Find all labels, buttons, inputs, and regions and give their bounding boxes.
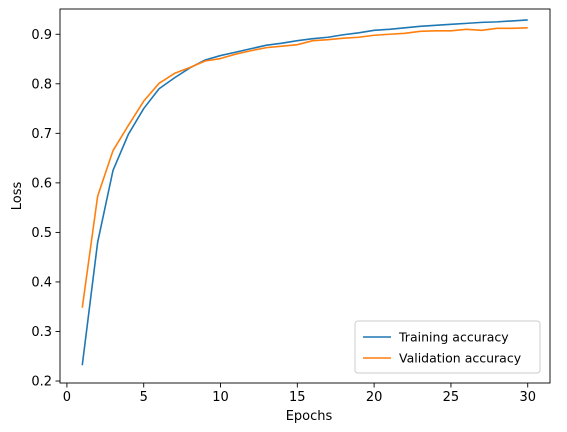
x-tick-label: 15 xyxy=(289,390,306,405)
series-line-training-accuracy xyxy=(81,19,528,366)
legend-box xyxy=(354,320,541,374)
y-tick-label: 0.2 xyxy=(31,375,52,390)
x-tick-label: 20 xyxy=(366,390,383,405)
x-axis-label: Epochs xyxy=(286,409,333,424)
x-tick-label: 5 xyxy=(140,390,148,405)
y-tick-label: 0.6 xyxy=(31,176,52,191)
series-layer xyxy=(81,19,528,366)
axes-layer: 0 5 10 15 20 25 30 0.2 0.3 0.4 0.5 0.6 0.7 0.8 0.9 xyxy=(31,8,551,405)
series-line-validation-accuracy xyxy=(81,27,528,308)
legend-label-validation-accuracy: Validation accuracy xyxy=(399,351,522,366)
legend: Training accuracy Validation accuracy xyxy=(354,320,541,374)
y-tick-label: 0.9 xyxy=(31,28,52,43)
x-tick-label: 25 xyxy=(443,390,460,405)
x-tick-label: 30 xyxy=(519,390,536,405)
x-tick-label: 10 xyxy=(212,390,229,405)
y-tick-label: 0.5 xyxy=(31,226,52,241)
y-tick-label: 0.4 xyxy=(31,275,52,290)
axes-frame xyxy=(59,8,551,384)
y-tick-label: 0.7 xyxy=(31,127,52,142)
y-tick-label: 0.8 xyxy=(31,77,52,92)
y-tick-label: 0.3 xyxy=(31,325,52,340)
legend-label-training-accuracy: Training accuracy xyxy=(398,330,509,345)
y-axis-label: Loss xyxy=(10,182,25,211)
x-tick-label: 0 xyxy=(63,390,71,405)
